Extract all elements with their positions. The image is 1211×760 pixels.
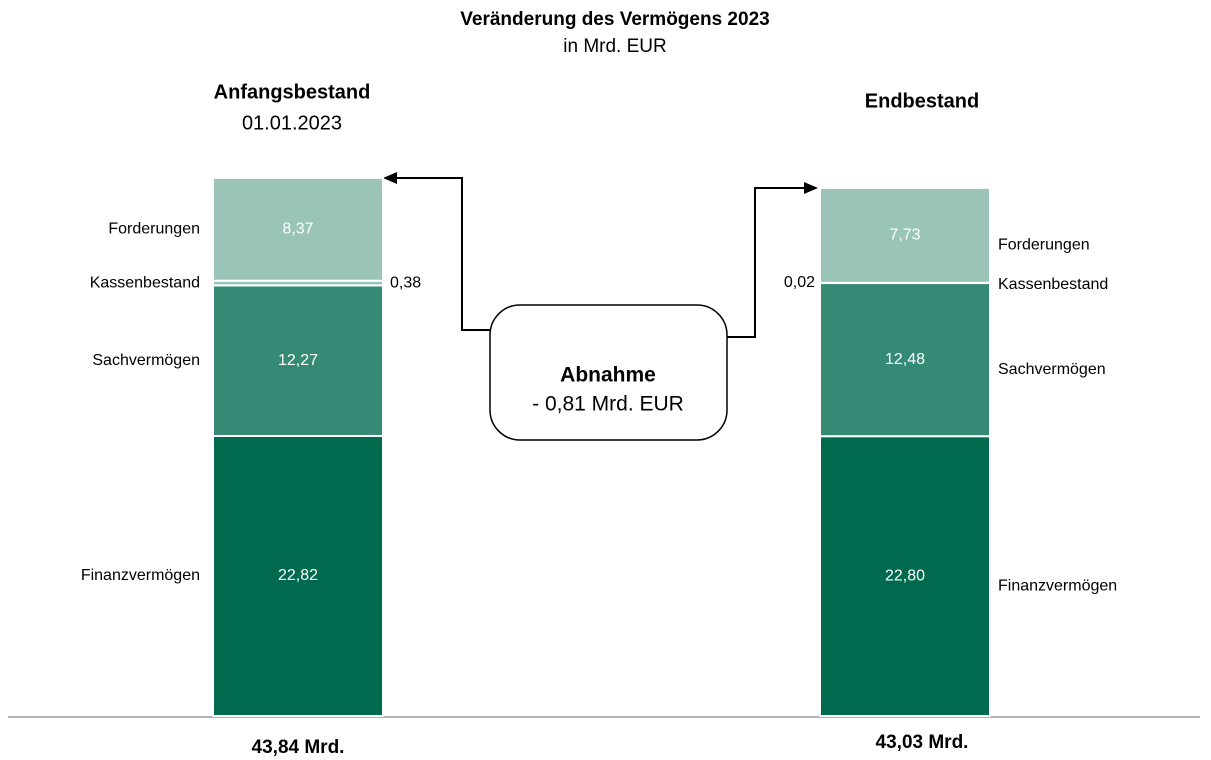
- bar-segment: [819, 186, 991, 284]
- value-label: 12,48: [885, 351, 925, 368]
- connector: [395, 177, 490, 331]
- value-label: 7,73: [889, 227, 920, 244]
- segment-name: Finanzvermögen: [81, 567, 200, 584]
- category-label: Endbestand: [865, 90, 979, 112]
- arrow-head: [383, 172, 397, 184]
- bar-segment: [212, 177, 384, 282]
- value-label: 22,80: [885, 567, 925, 584]
- chart-subtitle: in Mrd. EUR: [563, 36, 666, 57]
- total-label: 43,03 Mrd.: [876, 732, 969, 753]
- annotation-text: - 0,81 Mrd. EUR: [532, 393, 684, 416]
- chart-title: Veränderung des Vermögens 2023: [460, 9, 769, 30]
- value-label: 0,38: [390, 274, 421, 291]
- total-label: 43,84 Mrd.: [252, 737, 345, 758]
- segment-name: Finanzvermögen: [998, 577, 1117, 594]
- category-label: Anfangsbestand: [214, 81, 371, 103]
- value-label: 0,02: [784, 274, 815, 291]
- arrow-head: [804, 182, 818, 194]
- bar-segment: [212, 434, 384, 717]
- annotation-box: [489, 304, 728, 441]
- segment-name: Forderungen: [108, 221, 200, 238]
- bar-segment: [819, 435, 991, 717]
- segment-name: Kassenbestand: [998, 276, 1108, 293]
- bar-segment: [212, 284, 384, 437]
- value-label: 22,82: [278, 567, 318, 584]
- bar-segment: [819, 282, 991, 438]
- segment-name: Forderungen: [998, 237, 1090, 254]
- annotation-title: Abnahme: [560, 364, 656, 387]
- value-label: 8,37: [282, 221, 313, 238]
- value-label: 12,27: [278, 352, 318, 369]
- category-subtitle: 01.01.2023: [242, 112, 342, 134]
- segment-name: Sachvermögen: [998, 361, 1106, 378]
- segment-name: Kassenbestand: [90, 274, 200, 291]
- connector: [727, 187, 806, 338]
- segment-name: Sachvermögen: [92, 352, 200, 369]
